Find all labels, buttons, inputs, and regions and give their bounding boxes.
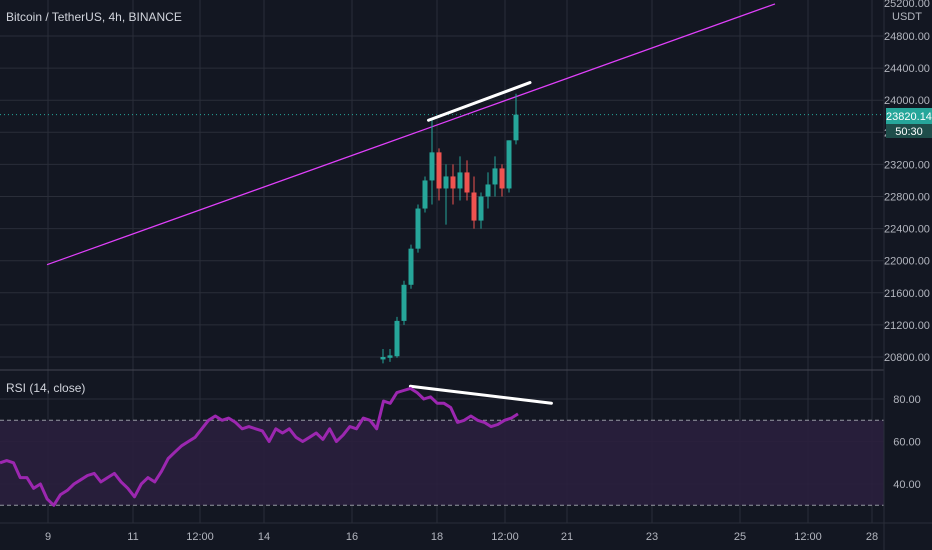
- candle[interactable]: [443, 164, 449, 225]
- candle[interactable]: [401, 280, 407, 325]
- candle[interactable]: [450, 164, 456, 205]
- time-tick-label: 25: [734, 531, 746, 543]
- candle[interactable]: [422, 176, 428, 213]
- candle-body: [422, 180, 428, 209]
- rsi-band: [0, 419, 884, 506]
- rsi-line: [0, 386, 519, 507]
- time-tick-label: 9: [45, 531, 51, 543]
- candle[interactable]: [457, 156, 463, 201]
- candle-body: [478, 196, 484, 221]
- candle-body: [485, 184, 491, 197]
- rsi-band-fill: [0, 420, 884, 506]
- last-price-text: 23820.14: [886, 111, 932, 123]
- time-tick-label: 12:00: [794, 531, 822, 543]
- last-price-tag: [886, 108, 932, 124]
- candle[interactable]: [513, 93, 519, 145]
- price-tick-label: 20800.00: [884, 352, 930, 364]
- time-tick-label: 12:00: [491, 531, 519, 543]
- rising-trendline: [46, 3, 776, 266]
- candle-body: [492, 168, 498, 185]
- candle-body: [471, 192, 477, 221]
- time-tick-label: 18: [431, 531, 443, 543]
- price-axis[interactable]: 20800.00 21200.00 21600.00 22000.00 22400.00…: [884, 31, 930, 364]
- candle-body: [513, 114, 519, 141]
- time-tick-label: 14: [258, 531, 270, 543]
- price-tick-label: 24800.00: [884, 31, 930, 43]
- price-tick-label: 24000.00: [884, 95, 930, 107]
- price-tick-label: 24400.00: [884, 63, 930, 75]
- rsi-line-layer: [0, 386, 519, 507]
- candle[interactable]: [492, 156, 498, 197]
- rsi-divergence-line[interactable]: [408, 384, 553, 405]
- candle[interactable]: [436, 148, 442, 201]
- time-tick-label: 12:00: [186, 531, 214, 543]
- candle-body: [436, 152, 442, 189]
- currency-label: USDT: [892, 11, 922, 23]
- countdown-text: 50:30: [895, 126, 923, 138]
- rsi-tick-label: 60.00: [893, 437, 921, 449]
- time-axis[interactable]: 9 11 12:00 14 16 18 12:00 21 23 25 12:00 28: [45, 531, 878, 543]
- candle[interactable]: [415, 204, 421, 253]
- symbol-legend[interactable]: Bitcoin / TetherUS, 4h, BINANCE: [6, 10, 182, 24]
- candle-body: [450, 176, 456, 189]
- candle-body: [457, 172, 463, 189]
- candle-body: [506, 140, 512, 189]
- rsi-axis[interactable]: 40.00 60.00 80.00: [893, 394, 921, 491]
- candle[interactable]: [394, 316, 400, 358]
- candle[interactable]: [408, 244, 414, 289]
- candle-body: [429, 152, 435, 181]
- candlesticks[interactable]: [380, 93, 519, 364]
- candle-body: [387, 355, 393, 358]
- candle[interactable]: [380, 348, 386, 364]
- time-tick-label: 16: [346, 531, 358, 543]
- candle[interactable]: [429, 117, 435, 205]
- rsi-legend[interactable]: RSI (14, close): [6, 381, 86, 395]
- drawn-annotations[interactable]: [408, 81, 553, 405]
- candle-body: [464, 172, 470, 193]
- price-tick-label: 22400.00: [884, 224, 930, 236]
- trendline-layer: [46, 3, 776, 266]
- candle-body: [415, 208, 421, 249]
- candle[interactable]: [471, 176, 477, 229]
- candle[interactable]: [499, 164, 505, 197]
- candle-body: [443, 176, 449, 189]
- price-tick-label: 22800.00: [884, 192, 930, 204]
- top-price-label: 25200.00: [884, 0, 930, 10]
- time-tick-label: 23: [646, 531, 658, 543]
- candle[interactable]: [506, 140, 512, 193]
- candle-body: [499, 168, 505, 189]
- candle[interactable]: [478, 192, 484, 229]
- candle-body: [401, 284, 407, 321]
- candle-body: [408, 248, 414, 285]
- time-tick-label: 21: [561, 531, 573, 543]
- candle-body: [380, 357, 386, 360]
- price-tick-label: 22000.00: [884, 256, 930, 268]
- candle[interactable]: [387, 348, 393, 362]
- candle[interactable]: [464, 160, 470, 201]
- price-tick-label: 23200.00: [884, 159, 930, 171]
- price-tick-label: 21200.00: [884, 320, 930, 332]
- candle[interactable]: [485, 172, 491, 209]
- countdown-tag: [886, 124, 932, 138]
- candle-body: [394, 320, 400, 357]
- time-tick-label: 28: [866, 531, 878, 543]
- rsi-tick-label: 40.00: [893, 479, 921, 491]
- rsi-tick-label: 80.00: [893, 394, 921, 406]
- price-divergence-line[interactable]: [427, 81, 532, 122]
- time-tick-label: 11: [127, 531, 138, 543]
- price-tick-label: 21600.00: [884, 288, 930, 300]
